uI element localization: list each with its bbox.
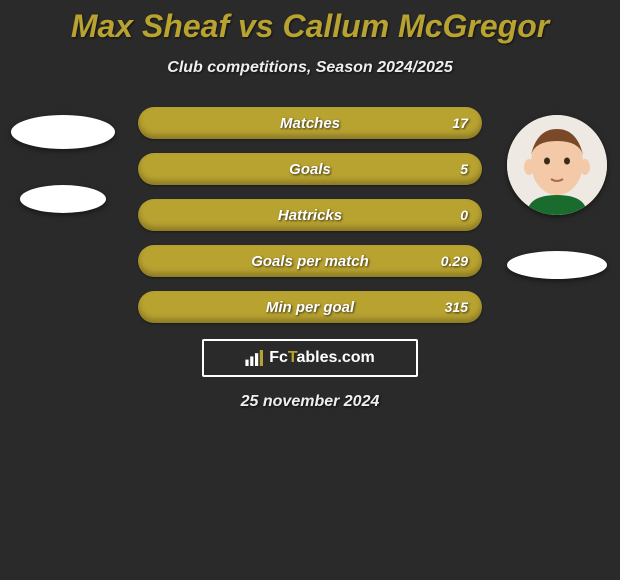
brand-accent: T — [288, 349, 297, 366]
player-right-club-placeholder — [507, 251, 607, 279]
stat-bar-mpg: Min per goal 315 — [138, 291, 482, 323]
brand-pre: Fc — [269, 349, 288, 366]
brand-link[interactable]: FcTables.com — [202, 339, 418, 377]
player-right-avatar — [507, 115, 607, 215]
stat-right-value: 0.29 — [441, 253, 468, 269]
player-left-column — [8, 107, 118, 213]
stat-bar-hattricks: Hattricks 0 — [138, 199, 482, 231]
stat-label: Min per goal — [266, 299, 354, 316]
brand-post: ables.com — [297, 349, 375, 366]
stat-label: Goals per match — [251, 253, 369, 270]
stat-bar-gpm: Goals per match 0.29 — [138, 245, 482, 277]
stat-bar-matches: Matches 17 — [138, 107, 482, 139]
stat-right-value: 5 — [460, 161, 468, 177]
stat-right-value: 315 — [445, 299, 468, 315]
compare-row: Matches 17 Goals 5 Hattricks 0 Goals per… — [0, 107, 620, 323]
stat-right-value: 0 — [460, 207, 468, 223]
face-icon — [507, 115, 607, 215]
player-right-column — [502, 107, 612, 279]
stats-column: Matches 17 Goals 5 Hattricks 0 Goals per… — [138, 107, 482, 323]
stat-label: Hattricks — [278, 207, 342, 224]
comparison-card: Max Sheaf vs Callum McGregor Club compet… — [0, 0, 620, 411]
stat-label: Matches — [280, 115, 340, 132]
stat-label: Goals — [289, 161, 331, 178]
brand-text: FcTables.com — [269, 349, 375, 367]
page-title: Max Sheaf vs Callum McGregor — [0, 8, 620, 45]
date-line: 25 november 2024 — [0, 393, 620, 411]
stat-right-value: 17 — [452, 115, 468, 131]
player-left-avatar-placeholder — [11, 115, 115, 149]
player-left-club-placeholder — [20, 185, 106, 213]
brand-bars-icon — [245, 350, 265, 366]
subtitle: Club competitions, Season 2024/2025 — [0, 59, 620, 77]
stat-bar-goals: Goals 5 — [138, 153, 482, 185]
